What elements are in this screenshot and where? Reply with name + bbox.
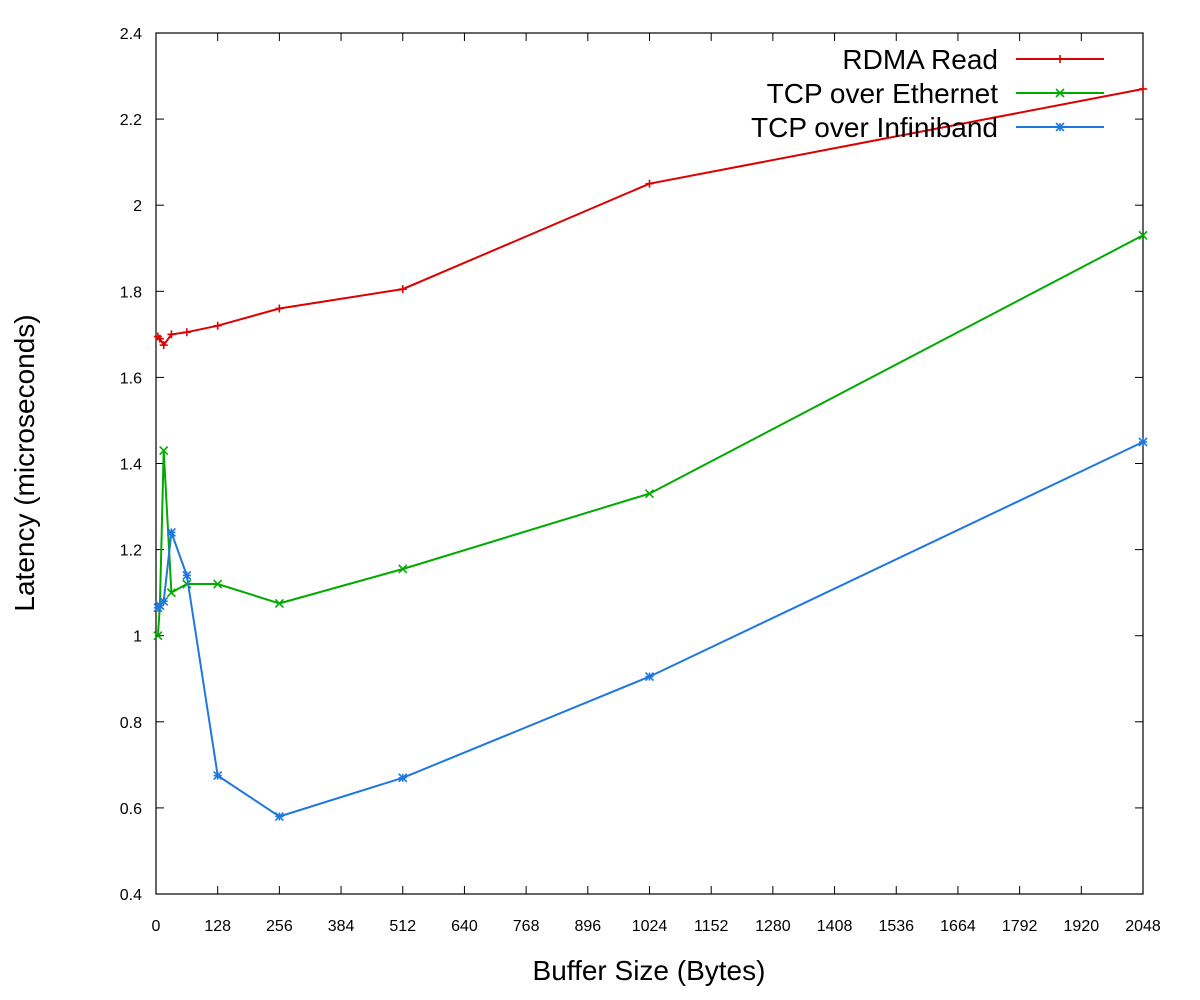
x-tick-label: 512: [389, 918, 416, 935]
legend-marker-tcp-over-infiniband: [1055, 122, 1065, 132]
data-point-rdma-read: [155, 334, 164, 343]
marker-stroke: [644, 672, 655, 682]
y-tick-label: 0.6: [120, 801, 142, 818]
marker-stroke: [213, 579, 223, 589]
x-tick-label: 0: [152, 918, 161, 935]
marker-stroke: [159, 596, 169, 606]
x-tick-label: 1024: [632, 918, 668, 935]
marker-stroke: [398, 773, 408, 783]
legend-label-tcp-over-infiniband: TCP over Infiniband: [751, 112, 998, 143]
series-tcp-over-infiniband: [153, 437, 1148, 822]
data-point-rdma-read: [1139, 84, 1147, 93]
legend-marker-tcp-over-ethernet: [1055, 88, 1065, 98]
y-tick-label: 1.8: [120, 284, 142, 301]
data-point-tcp-over-ethernet: [159, 446, 169, 456]
data-point-tcp-over-infiniband: [182, 570, 192, 580]
data-point-rdma-read: [275, 304, 284, 313]
data-point-tcp-over-ethernet: [213, 579, 223, 589]
data-point-rdma-read: [398, 285, 407, 294]
marker-stroke: [398, 564, 408, 574]
data-point-tcp-over-infiniband: [398, 773, 408, 783]
x-tick-label: 256: [266, 918, 293, 935]
marker-stroke: [274, 598, 284, 608]
x-tick-label: 1280: [755, 918, 791, 935]
x-tick-label: 2048: [1125, 918, 1161, 935]
y-tick-label: 1.4: [120, 457, 142, 474]
marker-stroke: [1138, 437, 1148, 447]
y-tick-label: 2.2: [120, 112, 142, 129]
y-tick-label: 2: [133, 198, 142, 215]
marker-stroke: [1055, 122, 1065, 132]
x-axis-title: Buffer Size (Bytes): [533, 955, 766, 986]
legend-marker-rdma-read: [1056, 55, 1064, 63]
legend-label-tcp-over-ethernet: TCP over Ethernet: [767, 78, 999, 109]
marker-stroke: [153, 631, 163, 641]
x-tick-label: 1152: [694, 918, 729, 935]
x-tick-label: 1664: [940, 918, 976, 935]
series-line-tcp-over-infiniband: [157, 441, 1144, 818]
marker-stroke: [159, 446, 169, 456]
data-point-tcp-over-infiniband: [166, 527, 176, 537]
marker-stroke: [1138, 230, 1148, 240]
data-point-tcp-over-ethernet: [274, 598, 284, 608]
data-point-tcp-over-infiniband: [213, 771, 223, 781]
marker-stroke: [274, 811, 284, 822]
data-point-tcp-over-ethernet: [1138, 230, 1148, 240]
axis-ticks: 0 128 256 384 512 640 768 896 1024 1152 1280 1408 15…: [120, 26, 1161, 935]
marker-stroke: [213, 771, 223, 781]
series-rdma-read: [153, 84, 1147, 350]
data-point-rdma-read: [645, 179, 654, 188]
x-tick-label: 128: [204, 918, 231, 935]
y-tick-label: 1.2: [120, 543, 142, 560]
series-tcp-over-ethernet: [153, 230, 1148, 641]
plot-frame: [155, 32, 1144, 895]
x-tick-label: 1920: [1064, 918, 1100, 935]
series-line-tcp-over-ethernet: [156, 234, 1144, 636]
y-tick-label: 1.6: [120, 370, 142, 387]
data-point-tcp-over-infiniband: [159, 596, 169, 606]
data-point-rdma-read: [182, 328, 191, 337]
marker-stroke: [644, 489, 655, 499]
data-point-tcp-over-infiniband: [274, 811, 284, 822]
y-tick-label: 0.4: [120, 887, 142, 904]
marker-stroke: [166, 527, 176, 537]
y-tick-label: 2.4: [120, 26, 142, 43]
data-point-tcp-over-ethernet: [166, 588, 176, 598]
data-point-rdma-read: [213, 321, 222, 330]
data-point-tcp-over-ethernet: [153, 631, 163, 641]
marker-stroke: [166, 588, 176, 598]
data-point-tcp-over-ethernet: [398, 564, 408, 574]
x-tick-label: 896: [574, 918, 601, 935]
y-tick-label: 1: [133, 629, 142, 646]
data-point-rdma-read: [167, 330, 176, 339]
data-series: [153, 84, 1148, 822]
data-point-rdma-read: [159, 341, 168, 350]
series-line-rdma-read: [157, 88, 1144, 347]
y-axis-title: Latency (microseconds): [9, 314, 40, 611]
x-tick-label: 640: [451, 918, 478, 935]
x-tick-label: 384: [328, 918, 355, 935]
data-point-tcp-over-infiniband: [644, 672, 655, 682]
x-tick-label: 768: [513, 918, 540, 935]
legend-label-rdma-read: RDMA Read: [842, 44, 998, 75]
marker-stroke: [1055, 88, 1065, 98]
x-tick-label: 1536: [878, 918, 914, 935]
y-tick-label: 0.8: [120, 715, 142, 732]
data-point-tcp-over-infiniband: [1138, 437, 1148, 447]
marker-stroke: [182, 579, 192, 589]
x-tick-label: 1408: [817, 918, 853, 935]
x-tick-label: 1792: [1002, 918, 1038, 935]
marker-stroke: [182, 570, 192, 580]
data-point-tcp-over-ethernet: [644, 489, 655, 499]
